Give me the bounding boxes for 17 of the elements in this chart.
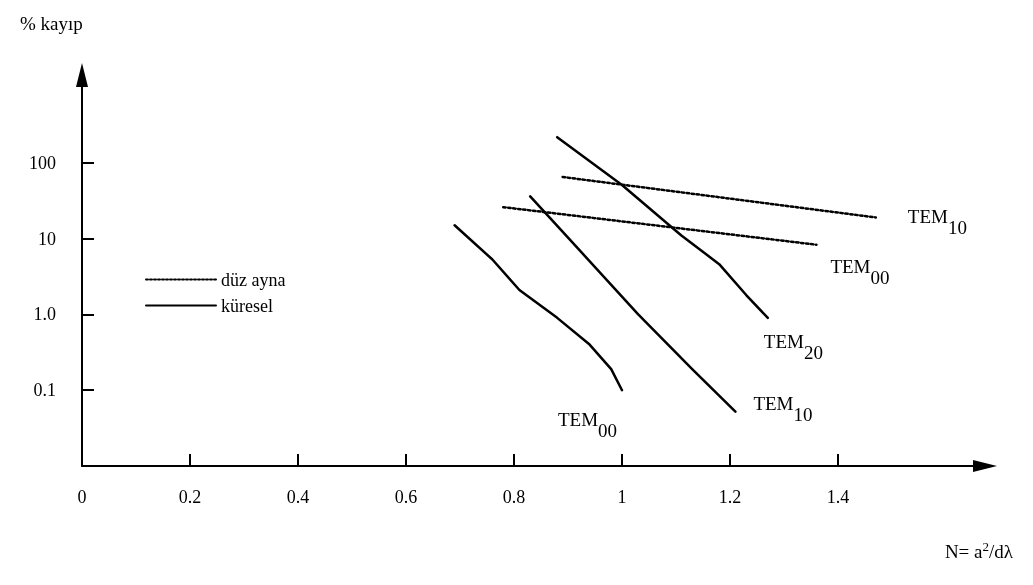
y-tick-label: 1.0 — [33, 304, 56, 325]
x-tick-label: 0.2 — [178, 487, 202, 507]
x-tick-label: 0.4 — [286, 487, 310, 507]
x-tick-label: 0 — [77, 487, 87, 507]
x-tick-label: 0.6 — [394, 487, 418, 507]
y-tick-label: 0.1 — [33, 380, 56, 401]
x-axis-title: N= a$^{2}$/dλ — [944, 539, 1013, 563]
y-tick-label: 10 — [38, 228, 56, 249]
legend-label: küresel — [221, 295, 273, 316]
y-axis-title: % kayıp — [20, 13, 83, 34]
y-tick-label: 100 — [29, 152, 56, 173]
x-tick-label: 1.2 — [718, 487, 742, 507]
legend-label: düz ayna — [221, 269, 286, 290]
x-tick-label: 1.4 — [826, 487, 850, 507]
x-tick-label: 1 — [617, 487, 627, 507]
line-series — [453, 224, 624, 392]
x-tick-label: 0.8 — [502, 487, 526, 507]
